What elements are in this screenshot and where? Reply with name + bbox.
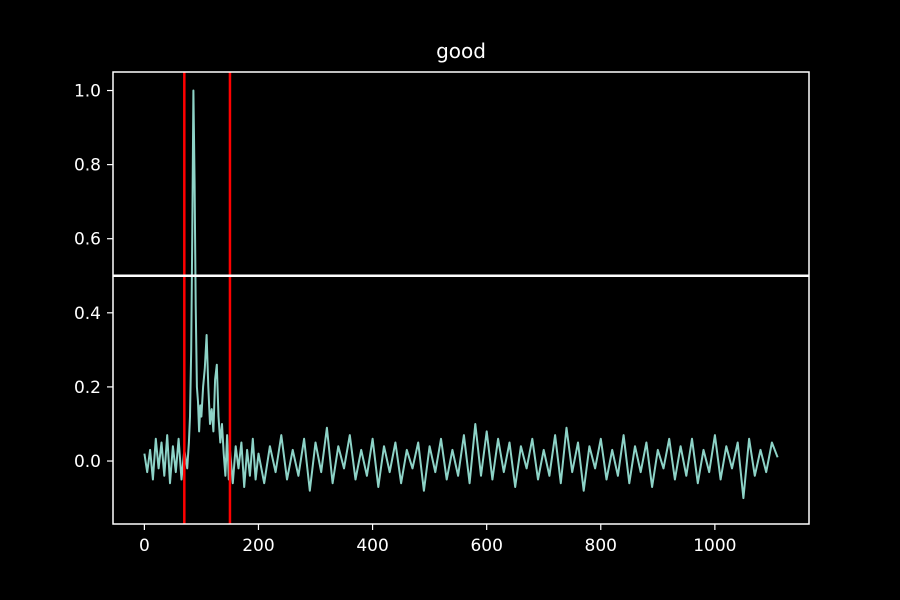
y-axis: 0.0 0.2 0.4 0.6 0.8 1.0 bbox=[74, 82, 113, 472]
y-tick-label: 0.2 bbox=[74, 378, 101, 398]
y-tick-label: 0.0 bbox=[74, 452, 101, 472]
x-axis: 0 200 400 600 800 1000 bbox=[139, 524, 737, 556]
axes-frame bbox=[112, 71, 810, 525]
x-tick-label: 600 bbox=[470, 536, 502, 556]
x-tick-label: 800 bbox=[585, 536, 617, 556]
chart-title: good bbox=[436, 39, 486, 63]
x-tick-label: 1000 bbox=[693, 536, 736, 556]
x-tick-label: 400 bbox=[356, 536, 388, 556]
y-tick-label: 0.4 bbox=[74, 304, 101, 324]
x-tick-label: 0 bbox=[139, 536, 150, 556]
series-line-0 bbox=[143, 89, 779, 500]
y-tick-label: 1.0 bbox=[74, 82, 101, 102]
y-tick-label: 0.8 bbox=[74, 156, 101, 176]
x-tick-label: 200 bbox=[242, 536, 274, 556]
plot-area bbox=[113, 72, 809, 524]
y-tick-label: 0.6 bbox=[74, 230, 101, 250]
